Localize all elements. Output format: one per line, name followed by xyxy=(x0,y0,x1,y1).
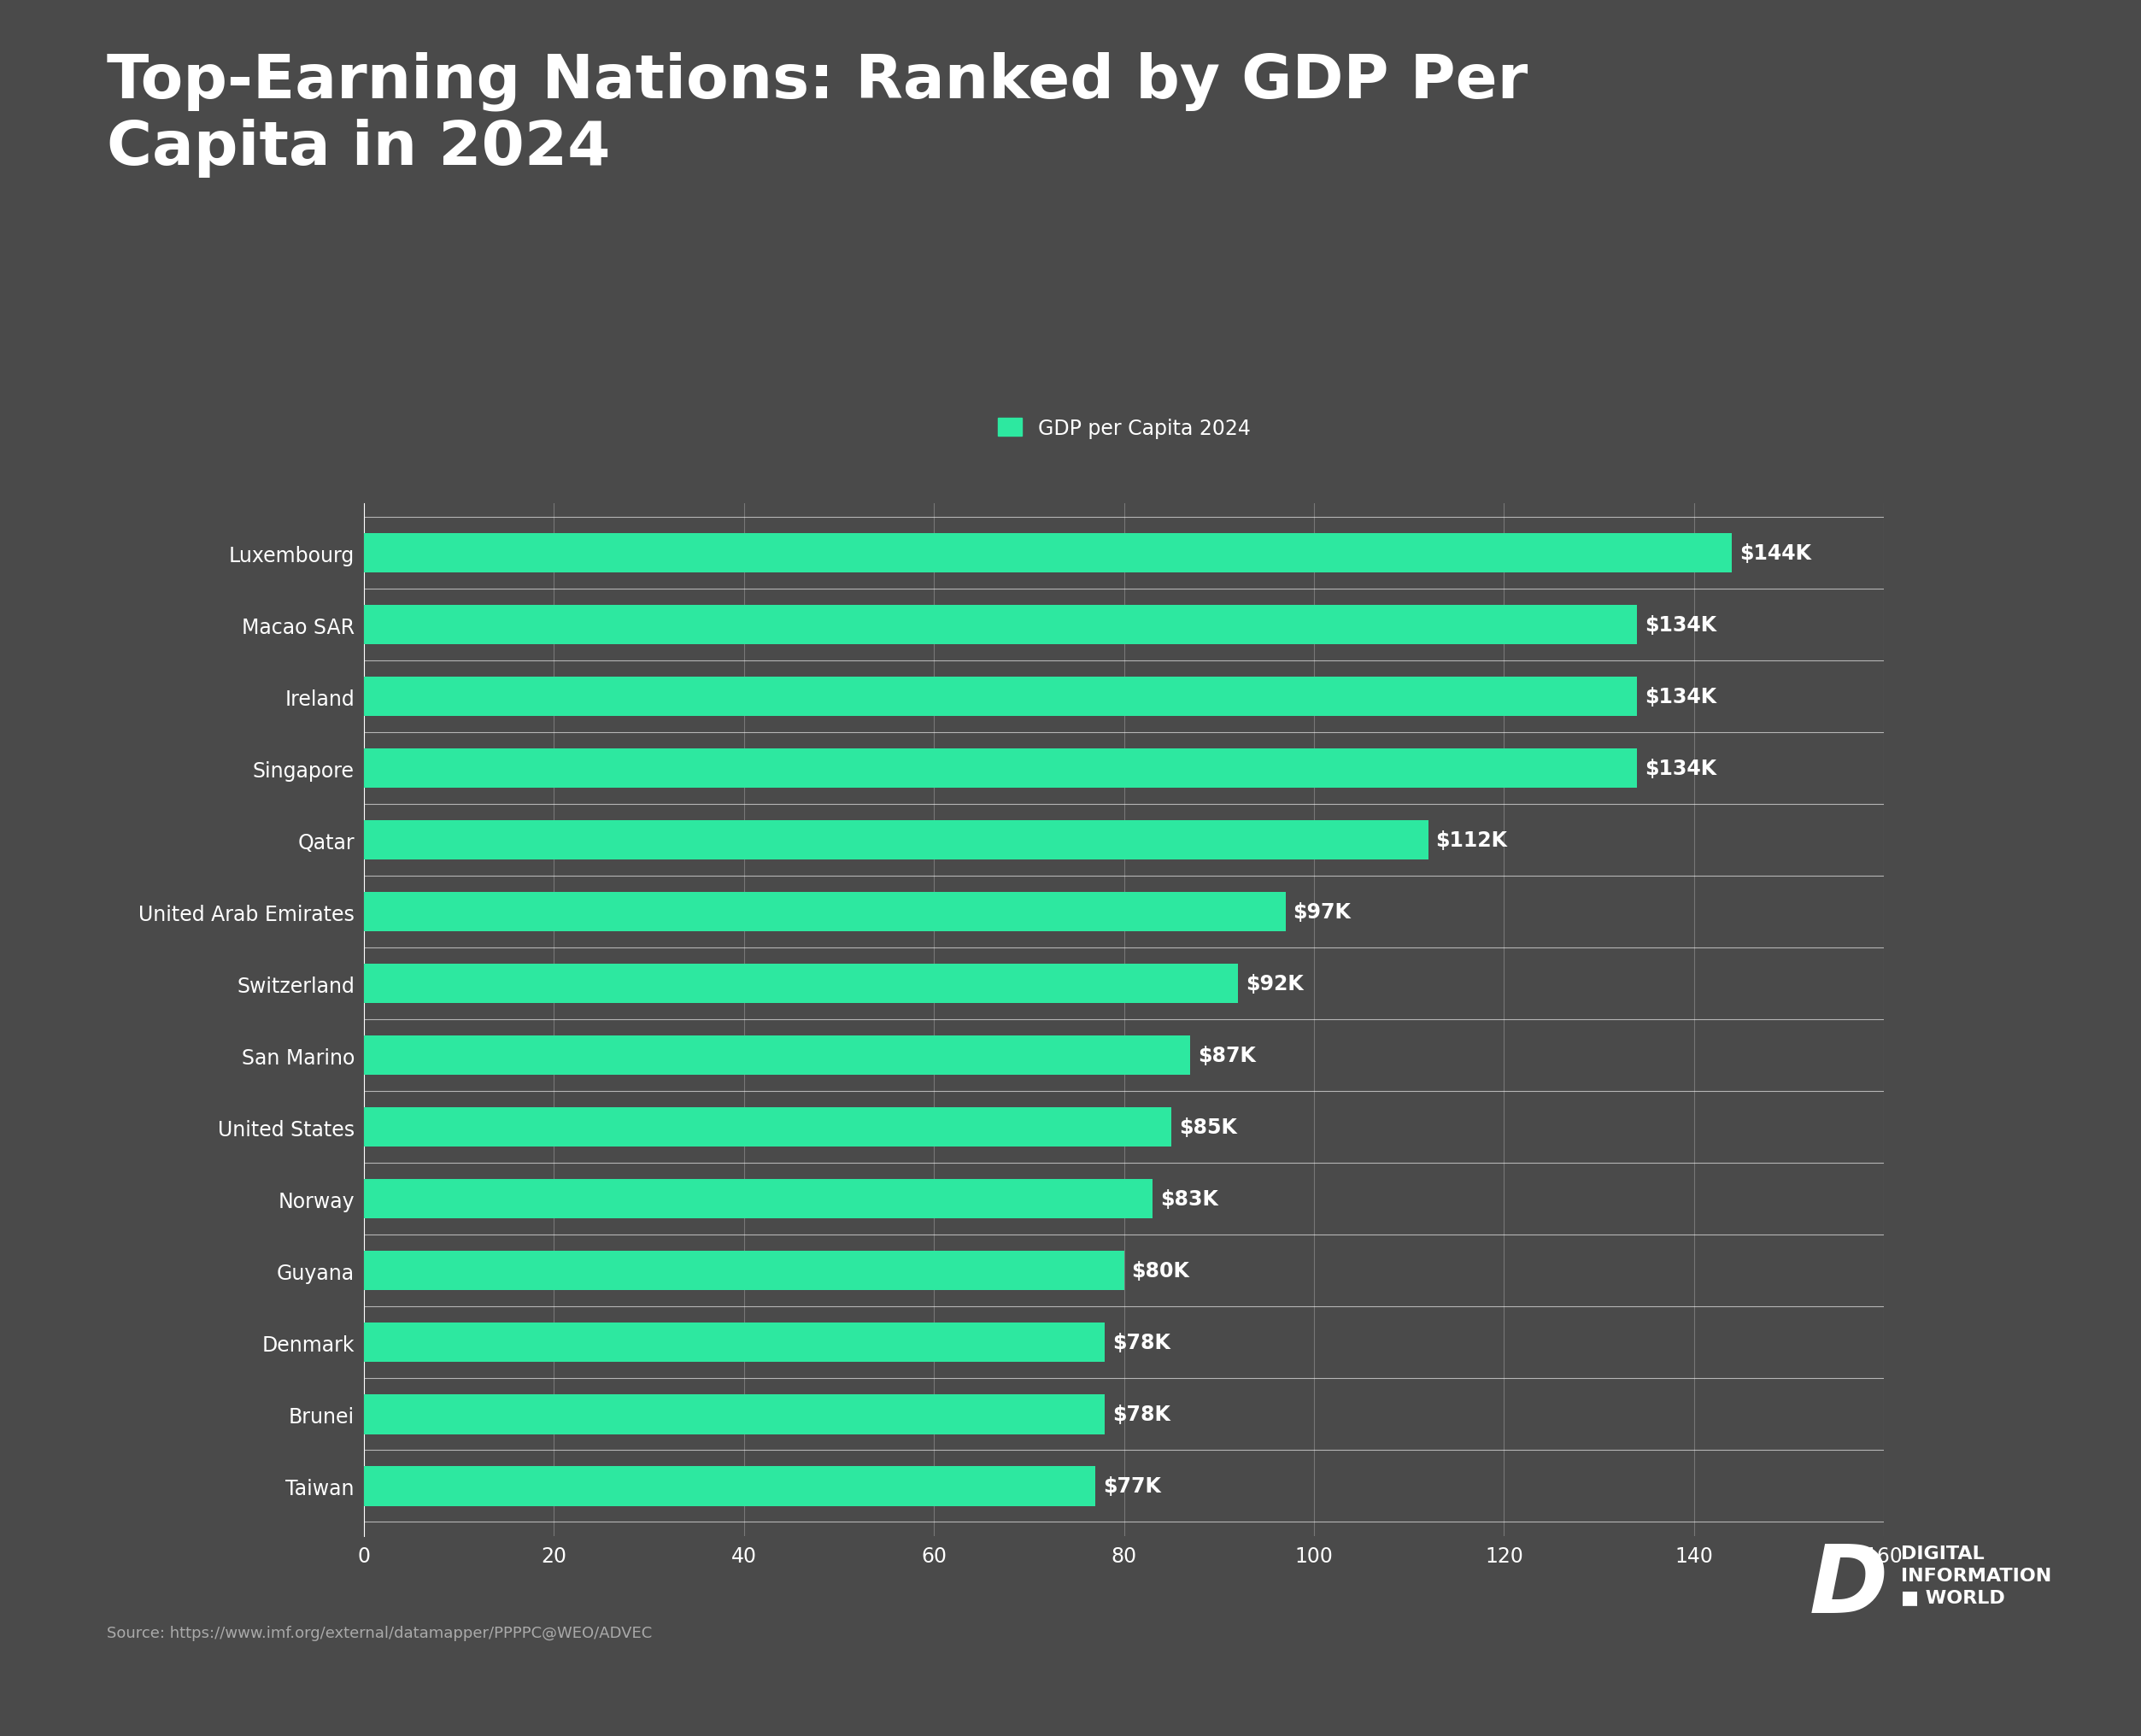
Bar xyxy=(364,1036,1190,1076)
Text: DIGITAL
INFORMATION
■ WORLD: DIGITAL INFORMATION ■ WORLD xyxy=(1901,1545,2051,1606)
Bar xyxy=(364,535,1732,573)
Bar xyxy=(364,963,1237,1003)
Text: $87K: $87K xyxy=(1199,1045,1257,1066)
Bar xyxy=(364,1467,1096,1505)
Text: $134K: $134K xyxy=(1644,759,1717,779)
Text: $78K: $78K xyxy=(1113,1333,1171,1352)
Text: $78K: $78K xyxy=(1113,1404,1171,1425)
Text: $134K: $134K xyxy=(1644,615,1717,635)
Bar xyxy=(364,606,1638,646)
Bar xyxy=(364,677,1638,717)
Bar xyxy=(364,1108,1171,1147)
Text: $77K: $77K xyxy=(1103,1476,1160,1496)
Text: $80K: $80K xyxy=(1133,1260,1190,1281)
Text: $85K: $85K xyxy=(1180,1118,1237,1137)
Bar xyxy=(364,821,1428,861)
Bar xyxy=(364,750,1638,788)
Text: $144K: $144K xyxy=(1741,543,1811,564)
Legend: GDP per Capita 2024: GDP per Capita 2024 xyxy=(989,410,1259,446)
Text: $134K: $134K xyxy=(1644,687,1717,707)
Bar xyxy=(364,1179,1152,1219)
Text: Source: https://www.imf.org/external/datamapper/PPPPC@WEO/ADVEC: Source: https://www.imf.org/external/dat… xyxy=(107,1625,653,1641)
Text: D: D xyxy=(1809,1540,1888,1632)
Text: $92K: $92K xyxy=(1246,974,1304,995)
Bar xyxy=(364,1323,1105,1363)
Text: Top-Earning Nations: Ranked by GDP Per
Capita in 2024: Top-Earning Nations: Ranked by GDP Per C… xyxy=(107,52,1529,177)
Bar xyxy=(364,1394,1105,1434)
Text: $112K: $112K xyxy=(1437,830,1507,851)
Text: $97K: $97K xyxy=(1293,903,1351,922)
Bar xyxy=(364,892,1285,932)
Bar xyxy=(364,1252,1124,1290)
Text: $83K: $83K xyxy=(1160,1189,1218,1210)
